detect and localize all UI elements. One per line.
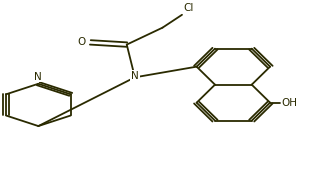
Text: Cl: Cl bbox=[184, 3, 194, 13]
Text: N: N bbox=[131, 71, 139, 81]
Text: N: N bbox=[34, 72, 42, 82]
Text: O: O bbox=[77, 37, 85, 47]
Text: OH: OH bbox=[281, 98, 297, 108]
